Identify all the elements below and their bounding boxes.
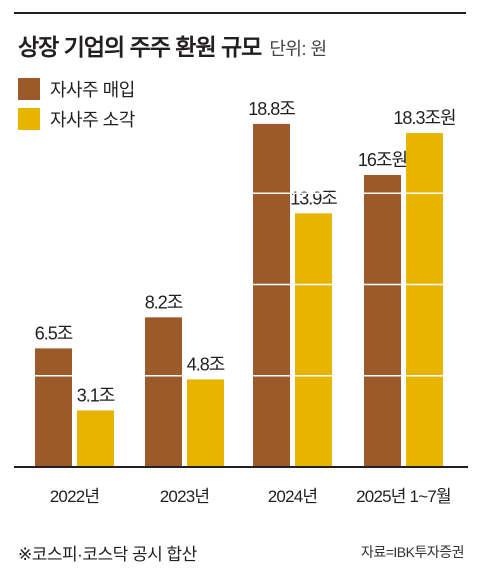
- x-tick-label-2: 2024년: [268, 487, 317, 506]
- data-label-buyback-3: 16조원: [358, 150, 407, 170]
- x-tick-label-1: 2023년: [160, 487, 209, 506]
- data-label-cancel-2: 13.9조: [290, 188, 337, 208]
- bar-buyback-3: [364, 175, 401, 467]
- bar-cancel-3: [406, 133, 443, 467]
- bar-cancel-2: [295, 213, 332, 467]
- data-label-cancel-1: 4.8조: [187, 354, 225, 374]
- data-label-cancel-0: 3.1조: [77, 385, 115, 405]
- legend-item-cancel: 자사주 소각: [18, 104, 135, 134]
- bar-buyback-0: [35, 348, 72, 467]
- legend-item-buyback: 자사주 매입: [18, 74, 135, 104]
- x-tick-label-3: 2025년 1~7월: [356, 487, 451, 506]
- bar-cancel-0: [77, 410, 114, 467]
- legend-swatch-cancel: [18, 108, 40, 130]
- chart-title-text: 상장 기업의 주주 환원 규모: [18, 34, 262, 60]
- footnote: ※코스피·코스닥 공시 합산: [18, 545, 197, 564]
- data-label-buyback-0: 6.5조: [35, 323, 73, 343]
- data-label-buyback-2: 18.8조: [248, 99, 295, 119]
- legend-swatch-buyback: [18, 78, 40, 100]
- bar-cancel-1: [187, 379, 224, 467]
- x-tick-label-0: 2022년: [50, 487, 99, 506]
- legend: 자사주 매입 자사주 소각: [18, 74, 135, 134]
- data-label-buyback-1: 8.2조: [145, 292, 183, 312]
- bar-buyback-1: [145, 317, 182, 467]
- source-credit: 자료=IBK투자증권: [360, 544, 465, 560]
- legend-label-buyback: 자사주 매입: [50, 80, 135, 100]
- top-rule: [14, 12, 466, 14]
- data-label-cancel-3: 18.3조원: [393, 108, 455, 128]
- chart-title: 상장 기업의 주주 환원 규모 단위: 원: [18, 28, 327, 62]
- legend-label-cancel: 자사주 소각: [50, 110, 135, 130]
- bar-buyback-2: [253, 123, 290, 468]
- unit-label: 단위: 원: [269, 39, 327, 59]
